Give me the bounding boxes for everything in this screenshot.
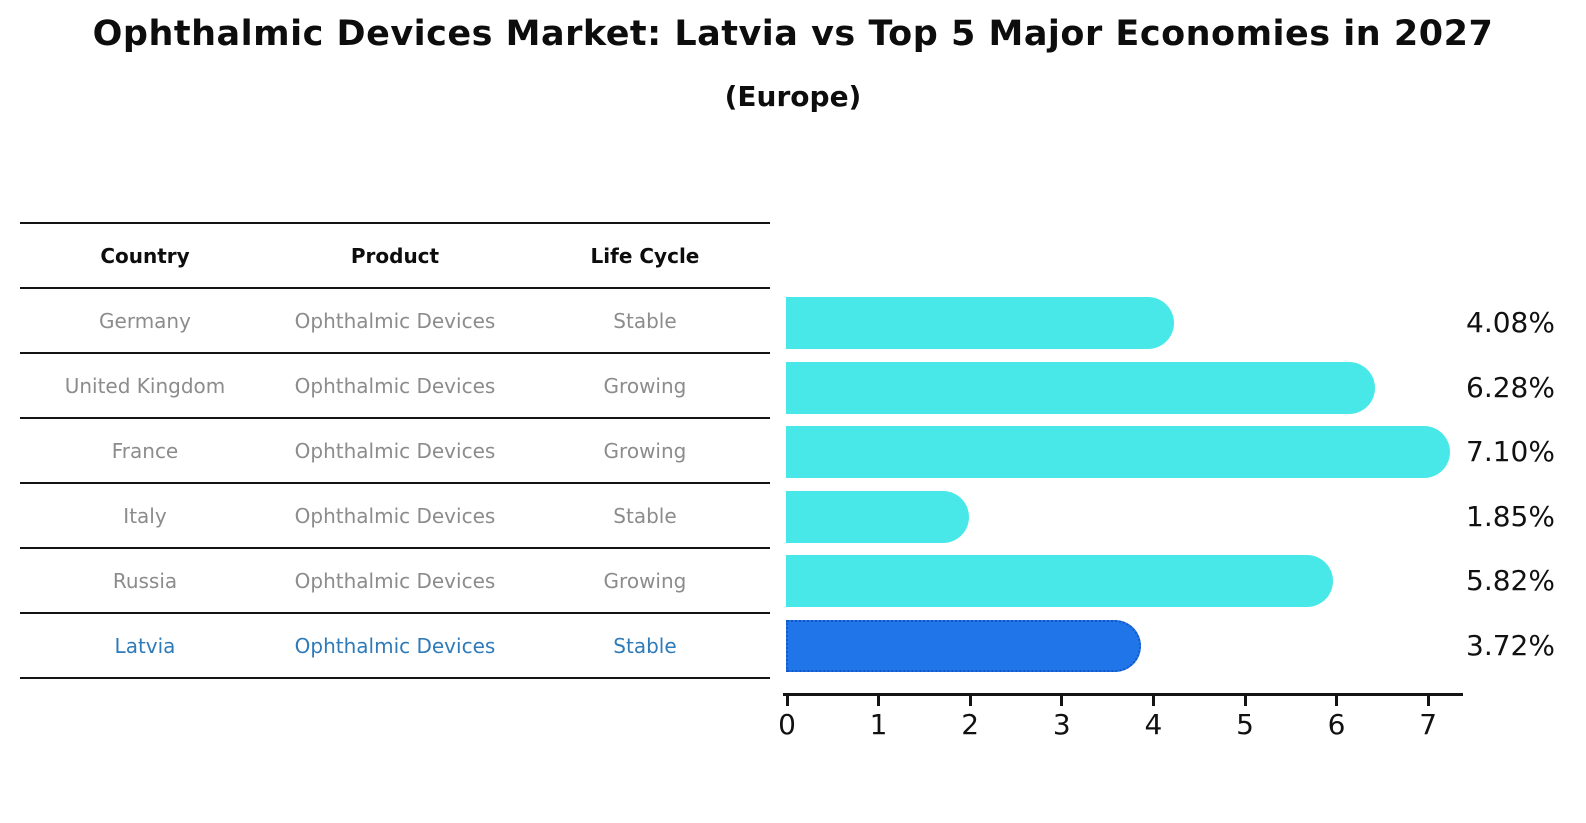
table-row-germany: Germany Ophthalmic Devices Stable bbox=[20, 287, 770, 352]
cell-country: Germany bbox=[99, 308, 191, 333]
cell-country: France bbox=[111, 438, 179, 463]
bar-germany bbox=[786, 297, 1174, 349]
value-label-united-kingdom: 6.28% bbox=[1466, 370, 1555, 404]
table-row-italy: Italy Ophthalmic Devices Stable bbox=[20, 482, 770, 547]
cell-product: Ophthalmic Devices bbox=[294, 438, 496, 463]
cell-country: Russia bbox=[112, 568, 178, 593]
cell-life-cycle: Stable bbox=[613, 633, 677, 658]
x-axis-tick-label: 7 bbox=[1419, 708, 1438, 741]
cell-life-cycle: Growing bbox=[603, 438, 687, 463]
x-axis-tick-label: 4 bbox=[1144, 708, 1163, 741]
cell-life-cycle: Stable bbox=[613, 308, 677, 333]
column-header-product: Product bbox=[350, 243, 440, 268]
x-axis-tick-label: 6 bbox=[1327, 708, 1346, 741]
x-axis-tick-label: 3 bbox=[1052, 708, 1071, 741]
x-axis-tick bbox=[1151, 696, 1155, 706]
table-row-russia: Russia Ophthalmic Devices Growing bbox=[20, 547, 770, 612]
x-axis-tick bbox=[785, 696, 789, 706]
cell-product: Ophthalmic Devices bbox=[294, 568, 496, 593]
x-axis-tick-label: 2 bbox=[961, 708, 980, 741]
x-axis-tick bbox=[877, 696, 881, 706]
cell-life-cycle: Stable bbox=[613, 503, 677, 528]
table-row-france: France Ophthalmic Devices Growing bbox=[20, 417, 770, 482]
table-row-united-kingdom: United Kingdom Ophthalmic Devices Growin… bbox=[20, 352, 770, 417]
cell-life-cycle: Growing bbox=[603, 373, 687, 398]
x-axis-tick bbox=[1060, 696, 1064, 706]
bar-united-kingdom bbox=[786, 361, 1376, 414]
value-label-germany: 4.08% bbox=[1466, 306, 1555, 339]
bar-france bbox=[786, 426, 1451, 479]
x-axis-tick bbox=[1243, 696, 1247, 706]
x-axis-tick-label: 5 bbox=[1236, 708, 1254, 741]
cell-product: Ophthalmic Devices bbox=[294, 308, 496, 333]
bar-russia bbox=[786, 555, 1334, 608]
value-label-italy: 1.85% bbox=[1466, 499, 1555, 533]
table-header-row: Country Product Life Cycle bbox=[20, 222, 770, 287]
cell-product: Ophthalmic Devices bbox=[294, 503, 496, 528]
country-table: Country Product Life Cycle Germany Ophth… bbox=[20, 222, 770, 679]
value-label-france: 7.10% bbox=[1466, 435, 1555, 469]
bar-italy bbox=[786, 490, 970, 543]
bar-latvia-highlighted bbox=[786, 620, 1141, 672]
value-label-russia: 5.82% bbox=[1466, 564, 1555, 598]
cell-country: United Kingdom bbox=[64, 373, 226, 398]
value-label-latvia: 3.72% bbox=[1466, 629, 1555, 662]
x-axis-tick-label: 1 bbox=[869, 708, 888, 741]
cell-product: Ophthalmic Devices bbox=[294, 633, 496, 658]
chart-title: Ophthalmic Devices Market: Latvia vs Top… bbox=[92, 14, 1494, 54]
table-row-latvia: Latvia Ophthalmic Devices Stable bbox=[20, 612, 770, 677]
x-axis bbox=[783, 693, 1463, 696]
cell-life-cycle: Growing bbox=[603, 568, 687, 593]
column-header-country: Country bbox=[100, 243, 190, 268]
column-header-life-cycle: Life Cycle bbox=[590, 243, 700, 268]
chart-subtitle: (Europe) bbox=[724, 80, 862, 113]
x-axis-tick bbox=[1426, 696, 1430, 706]
x-axis-tick bbox=[1335, 696, 1339, 706]
cell-product: Ophthalmic Devices bbox=[294, 373, 496, 398]
cell-country: Italy bbox=[123, 503, 167, 528]
cell-country: Latvia bbox=[114, 633, 176, 658]
x-axis-tick bbox=[968, 696, 972, 706]
x-axis-tick-label: 0 bbox=[778, 708, 796, 741]
